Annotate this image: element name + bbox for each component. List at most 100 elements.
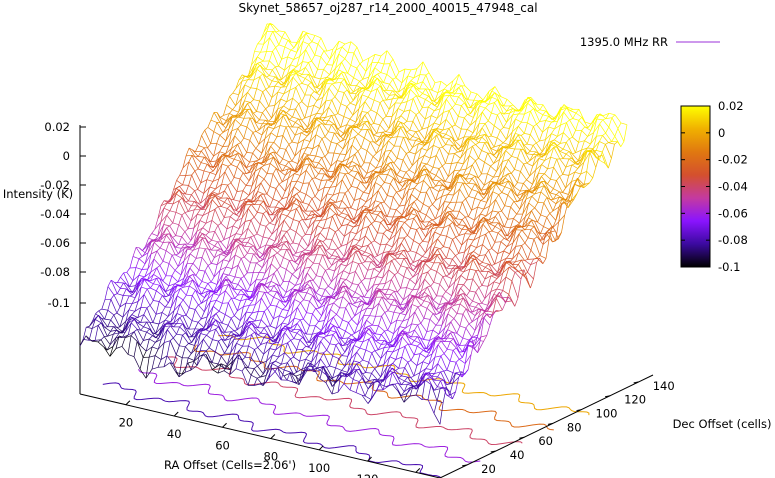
mesh-segment (151, 229, 156, 234)
mesh-segment (172, 242, 176, 248)
mesh-segment (107, 331, 111, 337)
mesh-segment (341, 370, 348, 373)
mesh-segment (590, 118, 598, 131)
mesh-segment (371, 54, 376, 63)
mesh-segment (216, 112, 221, 118)
mesh-segment (278, 366, 285, 371)
mesh-segment (430, 384, 438, 402)
mesh-segment (447, 329, 454, 333)
mesh-segment (354, 177, 361, 182)
mesh-segment (500, 257, 507, 262)
mesh-segment (482, 223, 490, 232)
mesh-segment (502, 159, 509, 162)
mesh-segment (282, 135, 290, 145)
mesh-segment (348, 302, 356, 316)
mesh-segment (287, 328, 295, 339)
mesh-segment (225, 154, 229, 157)
mesh-segment (484, 123, 492, 137)
mesh-segment (189, 263, 194, 269)
mesh-segment (337, 270, 344, 276)
mesh-segment (212, 178, 220, 182)
mesh-segment (170, 325, 177, 335)
mesh-segment (343, 383, 351, 391)
mesh-segment (362, 338, 370, 343)
mesh-segment (195, 150, 202, 153)
mesh-segment (295, 87, 303, 102)
mesh-segment (200, 333, 207, 336)
mesh-segment (527, 122, 534, 127)
mesh-segment (169, 233, 176, 248)
mesh-segment (190, 365, 198, 371)
mesh-segment (329, 227, 336, 233)
mesh-segment (181, 371, 186, 375)
mesh-segment (143, 338, 150, 341)
mesh-segment (416, 81, 423, 85)
mesh-segment (374, 62, 379, 68)
mesh-segment (196, 333, 201, 348)
mesh-segment (236, 217, 243, 222)
mesh-segment (323, 77, 327, 82)
mesh-segment (324, 289, 332, 297)
mesh-segment (434, 108, 441, 112)
mesh-segment (137, 314, 144, 318)
mesh-segment (227, 302, 235, 316)
mesh-segment (379, 264, 386, 273)
mesh-segment (357, 171, 364, 184)
mesh-segment (409, 109, 417, 115)
mesh-segment (257, 174, 265, 180)
mesh-segment (311, 215, 318, 219)
mesh-segment (398, 367, 405, 369)
mesh-segment (496, 288, 503, 291)
mesh-segment (410, 68, 418, 71)
mesh-segment (413, 218, 420, 228)
mesh-segment (471, 189, 478, 192)
mesh-segment (294, 132, 302, 136)
mesh-segment (289, 372, 297, 377)
mesh-segment (178, 243, 185, 245)
mesh-segment (265, 105, 269, 110)
mesh-segment (287, 197, 292, 209)
mesh-segment (241, 227, 249, 235)
mesh-segment (342, 337, 349, 340)
mesh-segment (404, 194, 412, 206)
mesh-segment (238, 234, 243, 240)
mesh-segment (235, 94, 240, 106)
mesh-segment (537, 185, 545, 189)
mesh-segment (411, 174, 419, 181)
mesh-segment (261, 138, 266, 154)
mesh-segment (201, 162, 208, 165)
mesh-segment (201, 316, 208, 320)
mesh-segment (319, 97, 324, 109)
mesh-segment (107, 299, 112, 311)
mesh-segment (284, 369, 291, 373)
mesh-segment (506, 108, 513, 112)
mesh-segment (209, 172, 217, 176)
mesh-segment (98, 308, 102, 312)
mesh-segment (244, 92, 248, 101)
mesh-segment (344, 343, 352, 353)
mesh-segment (307, 74, 315, 87)
mesh-segment (481, 285, 488, 287)
mesh-segment (228, 149, 235, 157)
mesh-segment (225, 155, 229, 158)
mesh-segment (323, 337, 331, 345)
mesh-segment (261, 277, 269, 281)
mesh-segment (287, 56, 294, 60)
mesh-segment (347, 65, 352, 74)
mesh-segment (319, 378, 327, 384)
mesh-segment (382, 269, 389, 279)
mesh-segment (299, 170, 307, 176)
mesh-segment (437, 88, 445, 94)
mesh-segment (296, 208, 303, 220)
mesh-segment (400, 287, 407, 289)
mesh-segment (223, 249, 230, 253)
mesh-segment (162, 288, 166, 292)
mesh-segment (192, 258, 197, 264)
mesh-segment (138, 256, 143, 259)
mesh-segment (314, 220, 321, 222)
mesh-segment (439, 132, 446, 135)
mesh-segment (185, 154, 193, 157)
mesh-segment (256, 204, 261, 213)
mesh-segment (404, 68, 412, 71)
mesh-segment (215, 193, 219, 196)
